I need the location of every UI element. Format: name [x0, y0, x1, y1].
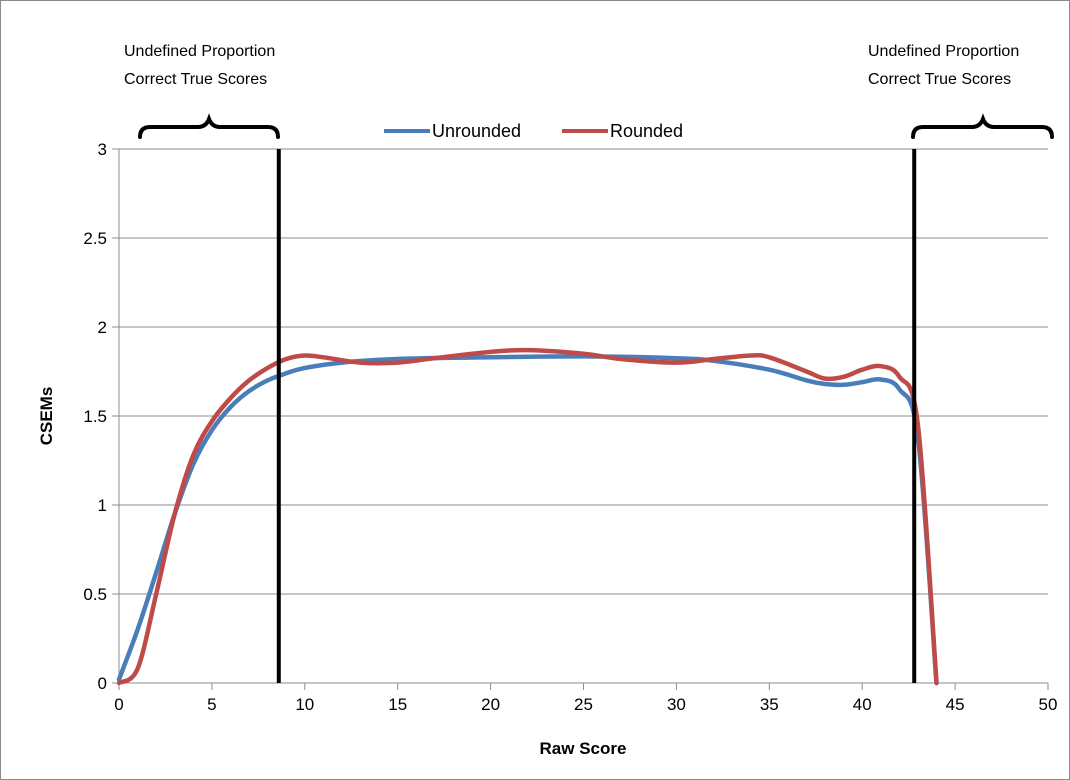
y-tick-label: 2: [98, 318, 107, 337]
annotation-left-line-1: Undefined Proportion: [124, 43, 275, 60]
axes: [112, 148, 1049, 690]
x-tick-label: 20: [481, 695, 500, 714]
x-tick-label: 45: [946, 695, 965, 714]
tick-labels: 00.511.522.530 5 10 15 20 25 30 35 40 45 50: [83, 140, 1057, 714]
x-tick-label: 10: [295, 695, 314, 714]
y-tick-label: 0.5: [83, 585, 107, 604]
y-tick-label: 0: [98, 674, 107, 693]
x-tick-label: 15: [388, 695, 407, 714]
y-tick-label: 1: [98, 496, 107, 515]
annotation-right: Undefined Proportion Correct True Scores: [868, 43, 1054, 139]
annotation-left-brace: [138, 113, 280, 139]
y-tick-label: 2.5: [83, 229, 107, 248]
annotation-left-line-2: Correct True Scores: [124, 71, 267, 88]
series-line-unrounded: [116, 354, 939, 686]
legend-label-unrounded: Unrounded: [432, 121, 521, 141]
x-tick-label: 30: [667, 695, 686, 714]
x-tick-label: 35: [760, 695, 779, 714]
x-tick-label: 50: [1039, 695, 1058, 714]
x-tick-label: 5: [207, 695, 216, 714]
annotation-right-line-2: Correct True Scores: [868, 71, 1011, 88]
legend-label-rounded: Rounded: [610, 121, 683, 141]
y-tick-label: 1.5: [83, 407, 107, 426]
annotation-left: Undefined Proportion Correct True Scores: [124, 43, 280, 139]
x-axis-title: Raw Score: [540, 739, 627, 758]
series-lines: [116, 347, 939, 686]
x-tick-label: 0: [114, 695, 123, 714]
y-axis-title: CSEMs: [37, 387, 56, 446]
series-line-rounded: [116, 347, 939, 686]
x-tick-label: 40: [853, 695, 872, 714]
x-tick-label: 25: [574, 695, 593, 714]
legend: Unrounded Rounded: [384, 121, 683, 141]
marker-lines: [276, 149, 917, 683]
annotation-right-brace: [911, 113, 1054, 139]
annotation-right-line-1: Undefined Proportion: [868, 43, 1019, 60]
y-tick-label: 3: [98, 140, 107, 159]
grid-lines: [119, 148, 1048, 595]
